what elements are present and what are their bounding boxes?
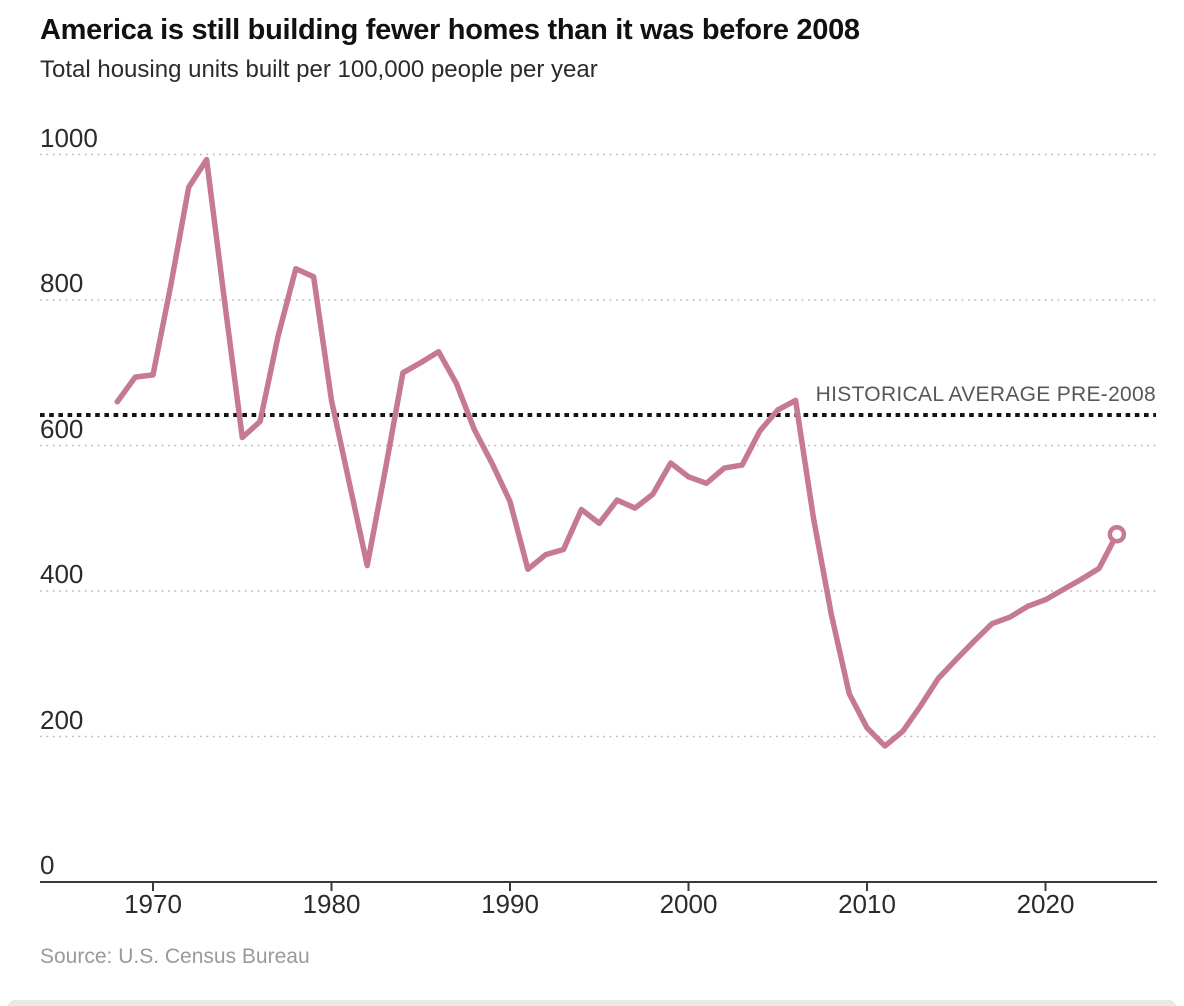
average-line-label: HISTORICAL AVERAGE PRE-2008 <box>815 383 1156 406</box>
y-tick-label: 0 <box>40 850 55 880</box>
end-point-marker <box>1107 525 1127 544</box>
data-line <box>114 156 1120 749</box>
x-tick-label: 1980 <box>302 889 361 919</box>
x-tick-label: 2020 <box>1016 889 1075 919</box>
x-tick-label: 2000 <box>659 889 718 919</box>
x-tick-label: 1970 <box>124 889 182 919</box>
x-tick-label: 2010 <box>838 889 896 919</box>
y-tick-label: 600 <box>40 413 84 444</box>
y-tick-label: 200 <box>40 704 84 735</box>
bottom-bar <box>8 1000 1176 1006</box>
x-tick-label: 1990 <box>481 889 539 919</box>
chart-title: America is still building fewer homes th… <box>40 14 860 46</box>
source-note: Source: U.S. Census Bureau <box>40 945 310 968</box>
y-tick-label: 800 <box>40 268 84 298</box>
y-tick-label: 400 <box>40 559 84 589</box>
y-tick-label: 1000 <box>40 122 98 153</box>
chart-subtitle: Total housing units built per 100,000 pe… <box>40 56 598 83</box>
